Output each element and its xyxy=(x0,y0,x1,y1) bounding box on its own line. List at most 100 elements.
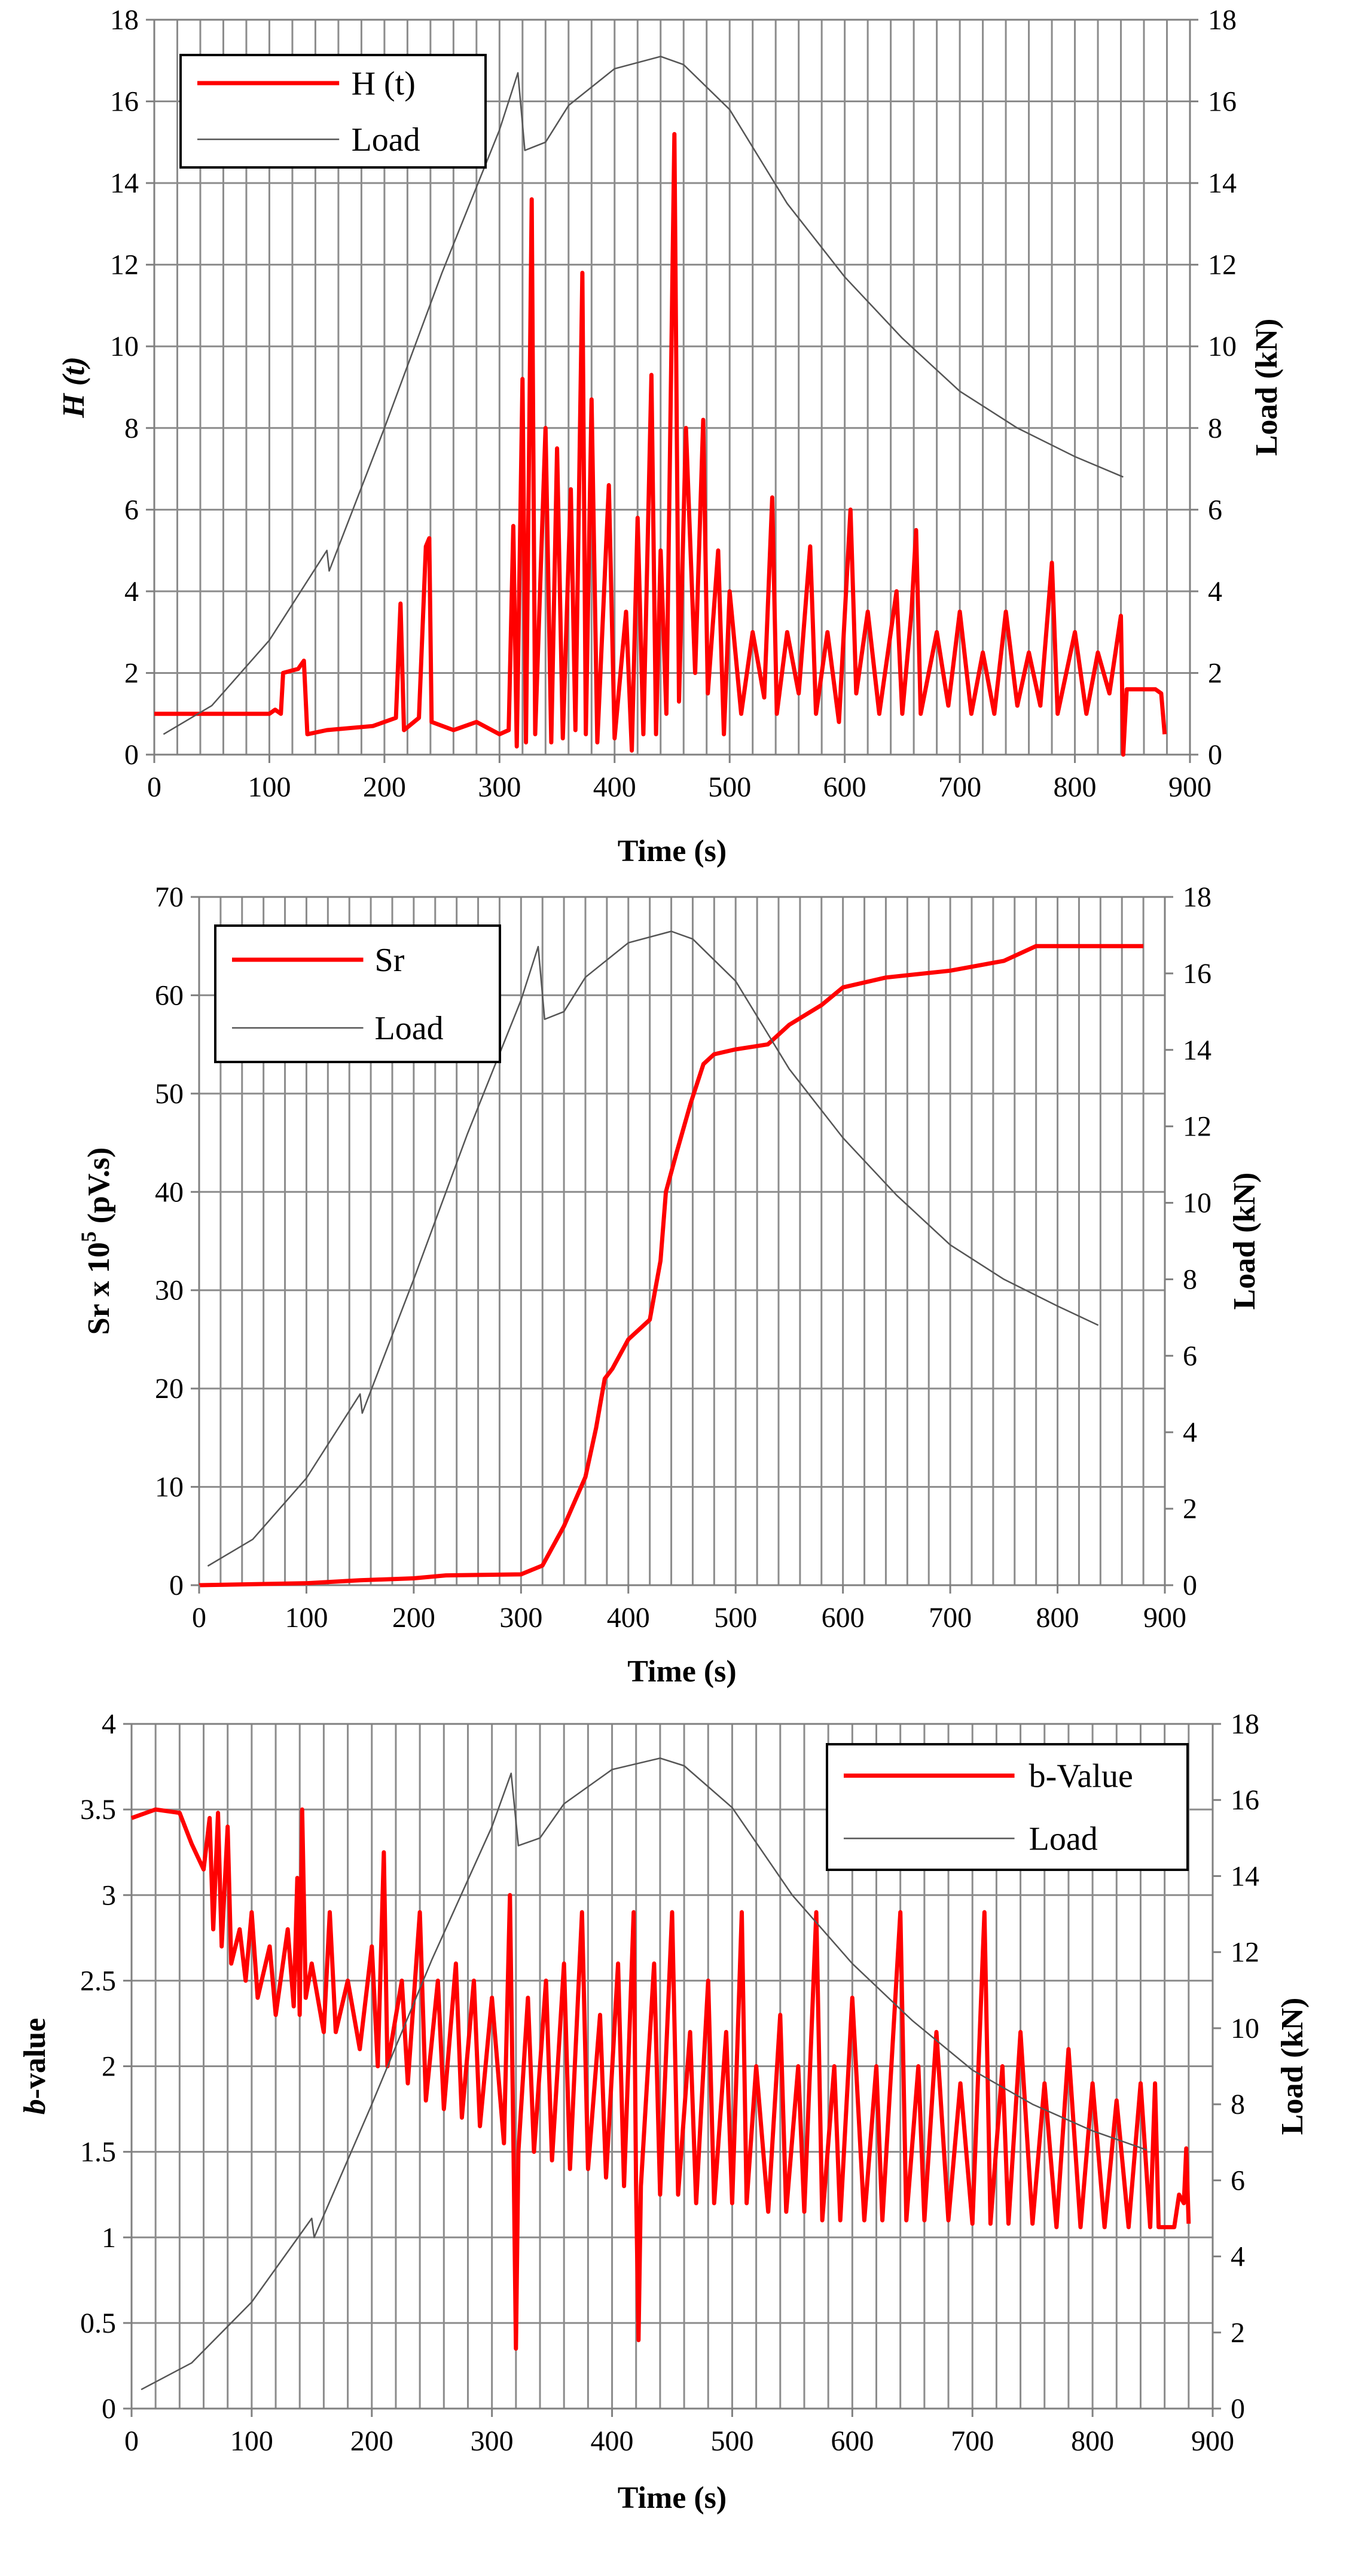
x-tick-label: 300 xyxy=(478,771,521,803)
left-tick-label: 30 xyxy=(155,1275,184,1307)
legend-label: H (t) xyxy=(352,65,416,102)
right-tick-label: 10 xyxy=(1183,1188,1211,1219)
plot-frame xyxy=(153,19,1191,756)
x-tick-label: 500 xyxy=(708,771,751,803)
right-tick-label: 12 xyxy=(1231,1937,1259,1968)
left-tick-label: 0 xyxy=(124,739,139,771)
right-tick-label: 10 xyxy=(1231,2013,1259,2044)
x-axis-ticks: 0 100 200 300 400 500 600 700 800 900 xyxy=(192,1585,1186,1634)
axis-title-part: (pV.s) xyxy=(82,1147,116,1232)
x-tick-label: 400 xyxy=(607,1602,650,1634)
legend-box xyxy=(214,924,501,1063)
left-tick-label: 70 xyxy=(155,881,184,913)
right-tick-label: 14 xyxy=(1231,1860,1259,1892)
right-axis-title: Load (kN) xyxy=(1275,1998,1310,2135)
left-tick-label: 3.5 xyxy=(80,1794,116,1826)
right-tick-label: 2 xyxy=(1208,657,1222,689)
left-tick-label: 40 xyxy=(155,1176,184,1208)
right-axis-title: Load (kN) xyxy=(1228,1173,1262,1310)
legend-label: b-Value xyxy=(1029,1758,1133,1795)
series-line-sr xyxy=(199,944,1144,1588)
x-tick-label: 300 xyxy=(499,1602,542,1634)
right-tick-label: 6 xyxy=(1208,494,1222,526)
axis-title-part: H (t) xyxy=(57,356,91,419)
left-tick-label: 4 xyxy=(124,576,139,608)
chart-panel-2: 0 100 200 300 400 500 600 700 800 900010203040506… xyxy=(77,881,1262,1689)
legend-box xyxy=(179,54,487,169)
axis-title-part: b xyxy=(18,2099,52,2114)
right-tick-label: 2 xyxy=(1231,2317,1245,2349)
x-tick-label: 800 xyxy=(1054,771,1097,803)
right-tick-label: 16 xyxy=(1183,958,1211,990)
x-axis-title: Time (s) xyxy=(627,1655,736,1689)
right-tick-label: 6 xyxy=(1231,2165,1245,2196)
right-tick-label: 8 xyxy=(1183,1263,1197,1295)
legend-box xyxy=(826,1743,1189,1871)
right-tick-label: 12 xyxy=(1208,249,1237,281)
right-axis-ticks: 0 2 4 6 8 10 12 14 16 18 xyxy=(1190,4,1237,771)
right-tick-label: 2 xyxy=(1183,1493,1197,1525)
x-tick-label: 800 xyxy=(1036,1602,1079,1634)
right-tick-label: 4 xyxy=(1231,2241,1245,2273)
x-axis-title: Time (s) xyxy=(618,2481,727,2515)
legend: Sr Load xyxy=(214,924,501,1063)
series-line-b-value xyxy=(130,1807,1191,2351)
right-tick-label: 8 xyxy=(1231,2089,1245,2120)
left-axis-title: Sr x 105 (pV.s) xyxy=(77,1147,116,1335)
series-line-h-t xyxy=(154,132,1167,757)
right-tick-label: 6 xyxy=(1183,1340,1197,1372)
left-tick-label: 3 xyxy=(102,1879,116,1911)
chart-panel-3: 0 100 200 300 400 500 600 700 800 90000.511.522.5… xyxy=(18,1708,1310,2515)
x-tick-label: 600 xyxy=(831,2425,874,2457)
x-tick-label: 700 xyxy=(938,771,981,803)
right-tick-label: 16 xyxy=(1208,86,1237,118)
legend: H (t) Load xyxy=(179,54,487,169)
left-tick-label: 2 xyxy=(102,2051,116,2083)
left-tick-label: 0 xyxy=(102,2393,116,2425)
axis-title-part: 5 xyxy=(77,1231,100,1242)
right-tick-label: 18 xyxy=(1208,4,1237,36)
left-tick-label: 12 xyxy=(110,249,139,281)
right-axis-title: Load (kN) xyxy=(1250,319,1284,456)
left-tick-label: 60 xyxy=(155,979,184,1011)
x-axis-ticks: 0 100 200 300 400 500 600 700 800 900 xyxy=(124,2409,1234,2457)
x-tick-label: 400 xyxy=(591,2425,634,2457)
left-tick-label: 10 xyxy=(110,331,139,362)
x-tick-label: 0 xyxy=(124,2425,139,2457)
chart-panel-1: 0 100 200 300 400 500 600 700 800 900024681012141… xyxy=(57,4,1284,868)
right-tick-label: 12 xyxy=(1183,1111,1211,1143)
left-tick-label: 14 xyxy=(110,167,139,199)
x-tick-label: 900 xyxy=(1191,2425,1234,2457)
x-tick-label: 500 xyxy=(714,1602,757,1634)
x-tick-label: 500 xyxy=(710,2425,753,2457)
left-tick-label: 0.5 xyxy=(80,2308,116,2339)
left-axis-ticks: 0 10 20 30 40 50 60 70 xyxy=(155,881,199,1601)
right-tick-label: 16 xyxy=(1231,1784,1259,1816)
legend-label: Load xyxy=(375,1010,444,1047)
x-tick-label: 200 xyxy=(350,2425,393,2457)
x-tick-label: 200 xyxy=(363,771,406,803)
right-tick-label: 8 xyxy=(1208,413,1222,444)
left-tick-label: 8 xyxy=(124,413,139,444)
left-tick-label: 20 xyxy=(155,1373,184,1405)
x-tick-label: 700 xyxy=(951,2425,994,2457)
right-tick-label: 0 xyxy=(1231,2393,1245,2425)
x-tick-label: 200 xyxy=(392,1602,435,1634)
x-tick-label: 900 xyxy=(1143,1602,1186,1634)
right-axis-ticks: 0 2 4 6 8 10 12 14 16 18 xyxy=(1165,881,1211,1601)
x-tick-label: 0 xyxy=(192,1602,206,1634)
left-axis-ticks: 0 2 4 6 8 10 12 14 16 18 xyxy=(110,4,154,771)
axis-title-part: Sr x 10 xyxy=(82,1242,116,1335)
right-tick-label: 10 xyxy=(1208,331,1237,362)
x-tick-label: 700 xyxy=(929,1602,972,1634)
left-axis-title: H (t) xyxy=(57,356,91,419)
left-tick-label: 1 xyxy=(102,2222,116,2254)
legend-label: Sr xyxy=(375,942,405,979)
series-line-load xyxy=(163,56,1124,735)
plot-frame xyxy=(198,896,1166,1586)
right-axis-ticks: 0 2 4 6 8 10 12 14 16 18 xyxy=(1213,1708,1259,2425)
series-line-load xyxy=(141,1757,1147,2391)
x-axis-ticks: 0 100 200 300 400 500 600 700 800 900 xyxy=(147,755,1211,803)
left-tick-label: 50 xyxy=(155,1078,184,1110)
left-tick-label: 2.5 xyxy=(80,1965,116,1997)
